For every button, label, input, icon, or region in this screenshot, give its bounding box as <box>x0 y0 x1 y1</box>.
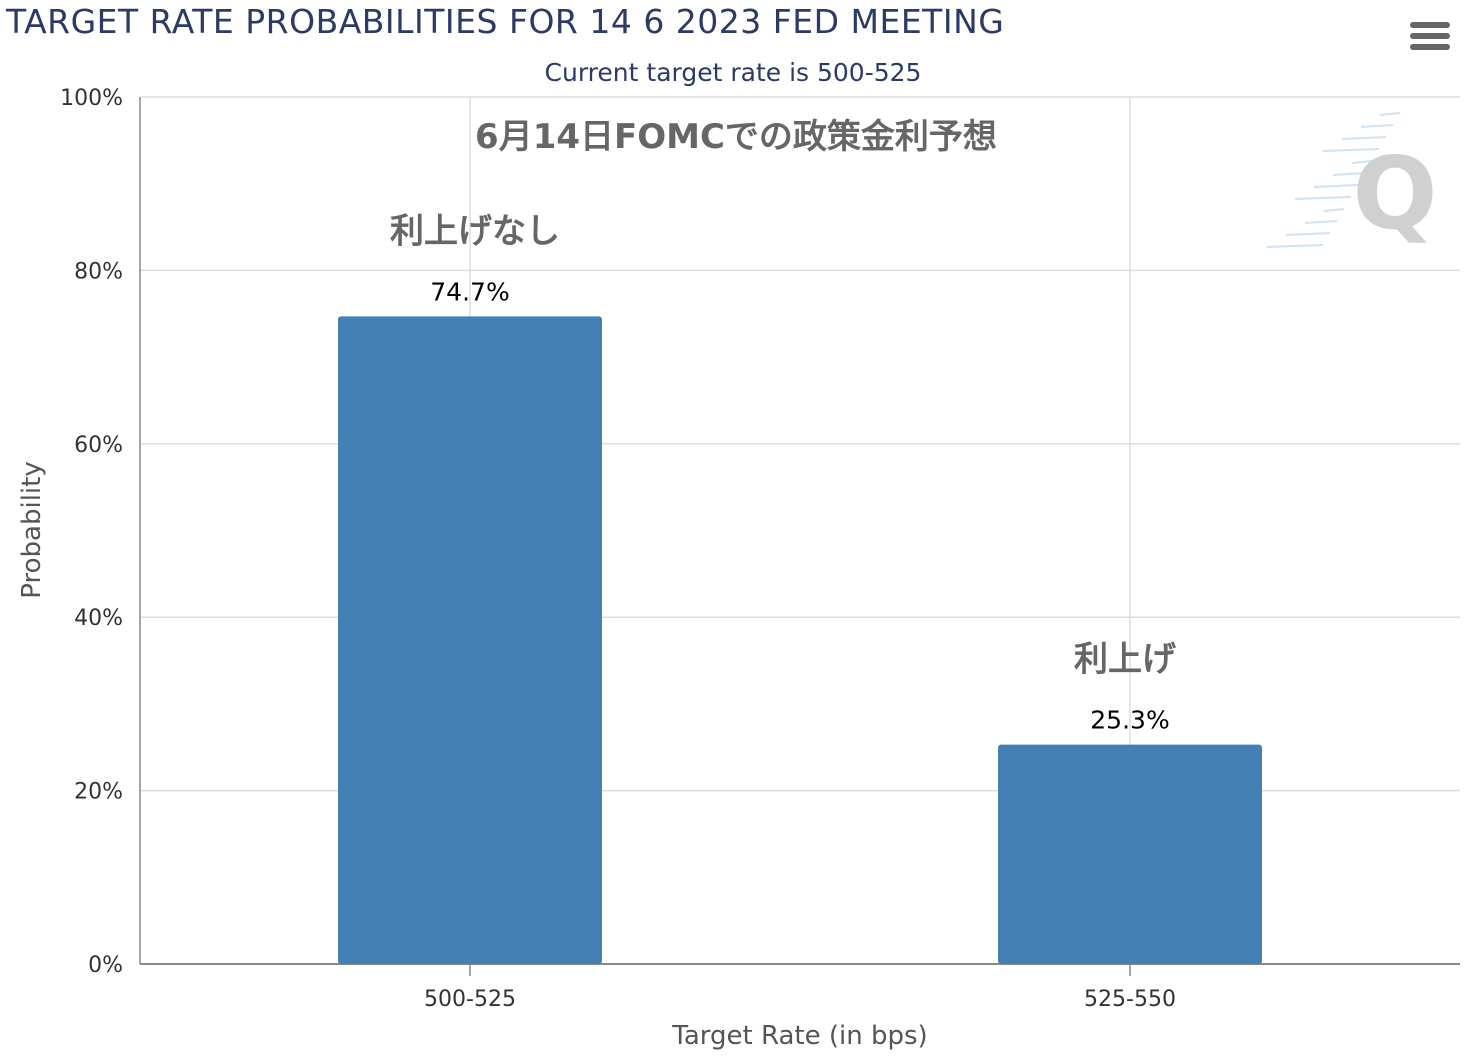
y-axis-ticks: 0% 20% 40% 60% 80% 100% <box>60 86 123 978</box>
watermark-streak <box>1266 244 1324 248</box>
hamburger-menu-icon[interactable] <box>1410 22 1450 56</box>
chart-subtitle: Current target rate is 500-525 <box>544 58 922 87</box>
bar-annotation: 利上げ <box>1074 640 1176 680</box>
watermark-streak <box>1323 208 1345 212</box>
y-tick-label: 40% <box>74 606 123 631</box>
y-tick-label: 60% <box>74 433 123 458</box>
chart-title: TARGET RATE PROBABILITIES FOR 14 6 2023 … <box>6 2 1005 41</box>
y-tick-label: 80% <box>74 259 123 284</box>
y-tick-label: 0% <box>88 953 123 978</box>
y-axis-title: Probability <box>17 461 47 598</box>
overlay-title: 6月14日FOMCでの政策金利予想 <box>475 117 997 157</box>
watermark-logo: Q <box>1266 112 1438 252</box>
bar-500-525[interactable] <box>338 316 602 964</box>
watermark-streak <box>1313 184 1359 188</box>
watermark-streak <box>1379 112 1401 116</box>
bars <box>338 316 1262 964</box>
y-tick-label: 20% <box>74 780 123 805</box>
watermark-streak <box>1285 232 1331 236</box>
bar-525-550[interactable] <box>998 744 1262 964</box>
watermark-streak <box>1322 148 1380 152</box>
watermark-streak <box>1304 220 1338 224</box>
watermark-streak <box>1351 160 1373 164</box>
data-label: 74.7% <box>430 277 509 306</box>
watermark-streak <box>1294 196 1352 200</box>
x-tick-label: 525-550 <box>1084 987 1176 1012</box>
watermark-streak <box>1341 136 1387 140</box>
x-tick-label: 500-525 <box>424 987 516 1012</box>
watermark-streak <box>1332 172 1366 176</box>
watermark-streak <box>1360 124 1394 128</box>
y-tick-label: 100% <box>60 86 123 111</box>
x-axis-title: Target Rate (in bps) <box>671 1021 927 1051</box>
watermark-letter: Q <box>1352 135 1437 252</box>
bar-annotation: 利上げなし <box>390 211 560 251</box>
data-labels: 74.7% 利上げなし 25.3% 利上げ <box>390 211 1176 734</box>
data-label: 25.3% <box>1090 706 1169 735</box>
x-axis-ticks: 500-525 525-550 <box>424 964 1176 1012</box>
